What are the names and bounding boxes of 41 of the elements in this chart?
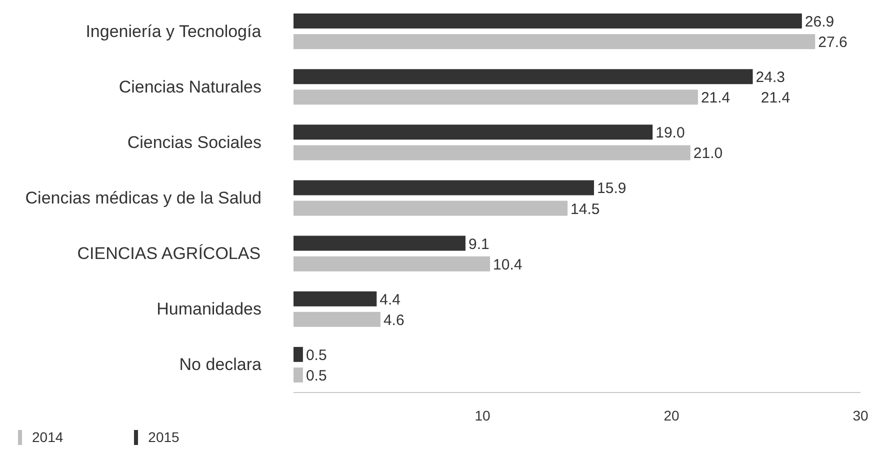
data-label: 0.5 <box>306 346 327 364</box>
y-tick-label: CIENCIAS AGRÍCOLAS <box>77 244 261 264</box>
bar <box>294 90 698 105</box>
x-tick-label: 10 <box>474 408 490 424</box>
bar <box>294 367 303 382</box>
bar <box>294 69 753 84</box>
y-tick-label: No declara <box>179 355 262 374</box>
y-tick-label: Ingeniería y Tecnología <box>86 22 262 41</box>
data-label: 4.4 <box>380 291 401 308</box>
y-tick-label: Humanidades <box>156 300 262 319</box>
data-label: 0.5 <box>306 367 327 384</box>
bar <box>294 14 802 29</box>
bar <box>294 124 653 140</box>
bar <box>294 291 377 306</box>
data-label: 21.0 <box>693 145 723 162</box>
data-label: 27.6 <box>818 34 848 52</box>
x-tick-label: 30 <box>852 408 868 424</box>
y-tick-label: Ciencias Naturales <box>118 77 262 96</box>
legend-label: 2014 <box>32 429 64 445</box>
data-label: 24.3 <box>756 69 785 86</box>
data-label: 26.9 <box>804 14 834 31</box>
data-label: 4.6 <box>383 312 404 329</box>
data-label: 10.4 <box>493 256 522 274</box>
bar <box>294 145 690 160</box>
bar <box>294 200 568 216</box>
y-tick-label: Ciencias médicas y de la Salud <box>25 188 262 208</box>
bar <box>294 34 816 50</box>
bar <box>294 256 490 272</box>
bar <box>294 346 303 362</box>
x-tick-label: 20 <box>664 408 680 424</box>
bar <box>294 312 380 327</box>
data-label: 14.5 <box>570 200 600 218</box>
bar <box>294 180 594 196</box>
annotation: 21.4 <box>760 90 790 107</box>
legend-label: 2015 <box>148 429 180 445</box>
data-label: 21.4 <box>700 90 730 107</box>
data-label: 19.0 <box>656 124 685 142</box>
bar <box>294 236 466 251</box>
y-tick-label: Ciencias Sociales <box>127 132 262 152</box>
data-label: 9.1 <box>468 236 490 253</box>
data-label: 15.9 <box>597 180 626 198</box>
